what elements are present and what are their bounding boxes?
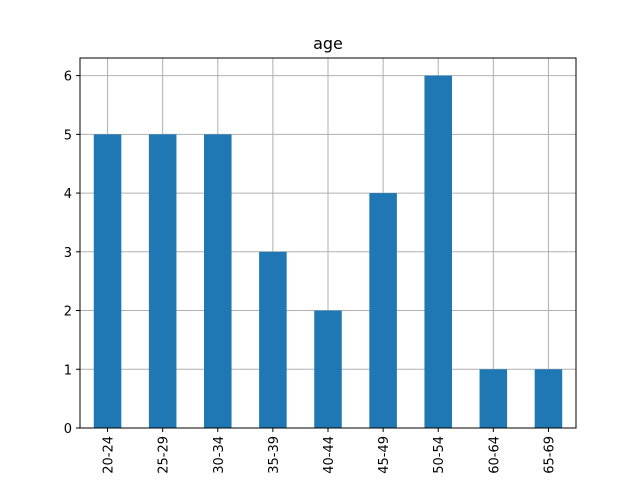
x-tick-label: 45-49: [377, 436, 392, 474]
bar-50-54: [424, 75, 452, 428]
x-tick-label: 25-29: [157, 436, 172, 474]
x-tick-label: 40-44: [322, 436, 337, 474]
x-tick-label: 20-24: [102, 436, 117, 474]
y-tick-label: 2: [64, 305, 72, 320]
x-tick-label: 50-54: [432, 436, 447, 474]
bar-20-24: [93, 134, 122, 428]
bar-65-69: [534, 369, 563, 428]
y-tick-label: 3: [64, 246, 72, 261]
y-tick-label: 1: [64, 363, 72, 378]
ticks-layer: 0 1 2 3 4 5 6 20-24 25-29 30-34 35-39 40-44 45-49 50-…: [64, 70, 558, 474]
y-tick-label: 0: [64, 422, 72, 437]
y-tick-label: 4: [64, 187, 72, 202]
bar-45-49: [369, 193, 397, 428]
bar-40-44: [314, 310, 342, 428]
y-tick-label: 5: [64, 128, 72, 143]
x-tick-label: 65-69: [542, 436, 557, 474]
bar-25-29: [148, 134, 177, 428]
bars-layer: [93, 75, 563, 428]
x-tick-label: 60-64: [487, 436, 502, 474]
bar-30-34: [204, 134, 232, 428]
x-tick-label: 35-39: [267, 436, 282, 474]
x-tick-label: 30-34: [212, 436, 227, 474]
bar-60-64: [479, 369, 508, 428]
chart-title: age: [313, 34, 343, 53]
y-tick-label: 6: [64, 70, 72, 85]
bar-35-39: [259, 251, 287, 428]
